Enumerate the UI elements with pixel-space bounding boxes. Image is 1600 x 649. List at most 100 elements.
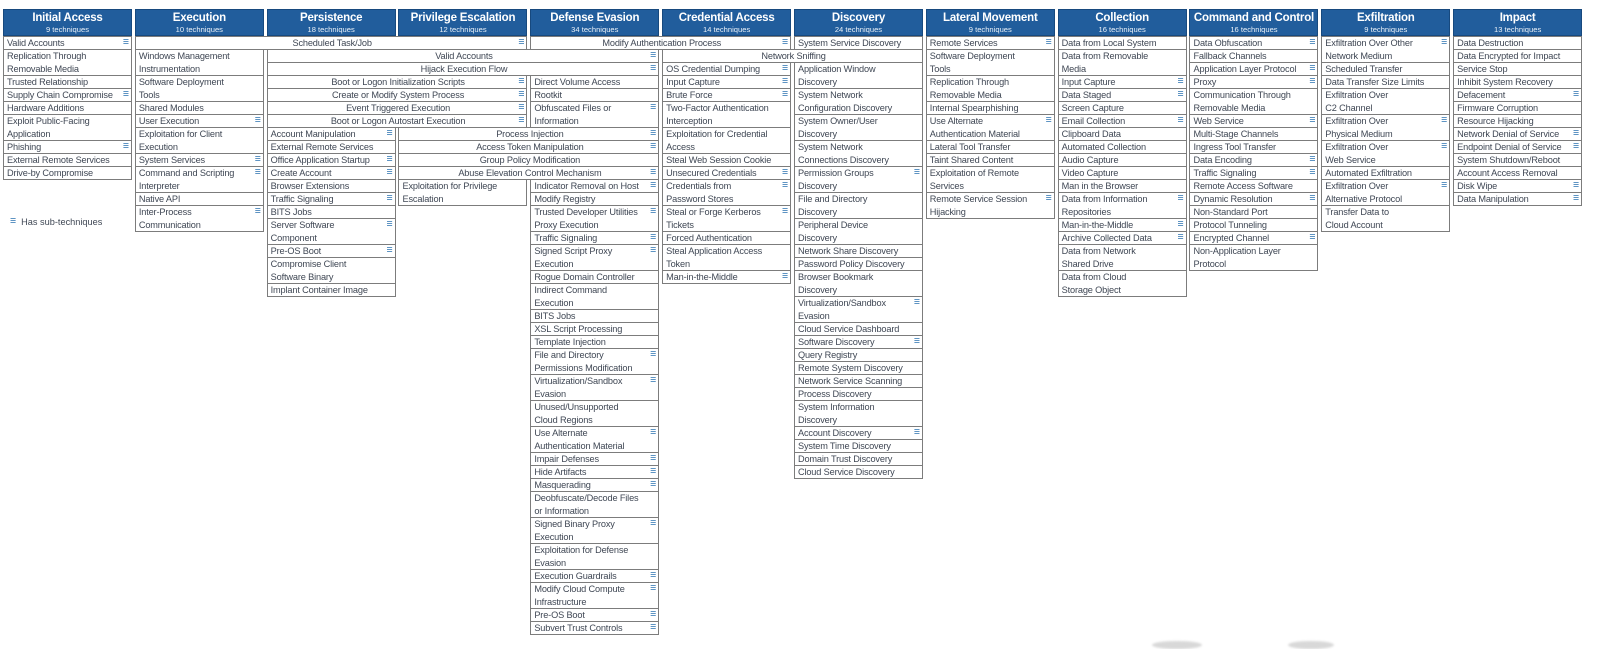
- technique-cell-automated-exfiltration[interactable]: Automated Exfiltration: [1321, 166, 1451, 180]
- technique-cell-network-service-scanning[interactable]: Network Service Scanning: [793, 374, 923, 388]
- technique-cell-impair-defenses[interactable]: Impair Defenses ≡: [530, 452, 660, 466]
- technique-cell-dynamic-resolution[interactable]: Dynamic Resolution ≡: [1189, 192, 1319, 206]
- technique-cell-scheduled-transfer[interactable]: Scheduled Transfer: [1321, 62, 1451, 76]
- technique-cell-signed-script-proxy-execution[interactable]: Signed Script Proxy Execution ≡: [530, 244, 660, 271]
- subtechniques-icon[interactable]: ≡: [1572, 192, 1580, 204]
- technique-cell-exfiltration-over-c2-channel[interactable]: Exfiltration Over C2 Channel: [1321, 88, 1451, 115]
- subtechniques-icon[interactable]: ≡: [1572, 88, 1580, 100]
- subtechniques-icon[interactable]: ≡: [1309, 36, 1316, 48]
- technique-cell-email-collection[interactable]: Email Collection ≡: [1057, 114, 1187, 128]
- technique-cell-supply-chain-compromise[interactable]: Supply Chain Compromise ≡: [3, 88, 132, 102]
- technique-cell-web-service[interactable]: Web Service ≡: [1189, 114, 1319, 128]
- subtechniques-icon[interactable]: ≡: [913, 296, 920, 308]
- technique-cell-file-and-directory-permissions-modification[interactable]: File and Directory Permissions Modificat…: [530, 348, 660, 375]
- technique-cell-lateral-tool-transfer[interactable]: Lateral Tool Transfer: [925, 140, 1055, 154]
- technique-cell-phishing[interactable]: Phishing ≡: [3, 140, 132, 154]
- technique-cell-trusted-developer-utilities-proxy-execution[interactable]: Trusted Developer Utilities Proxy Execut…: [530, 205, 660, 232]
- technique-cell-masquerading[interactable]: Masquerading ≡: [530, 478, 660, 492]
- technique-cell-template-injection[interactable]: Template Injection: [530, 335, 660, 349]
- technique-cell-fallback-channels[interactable]: Fallback Channels: [1189, 49, 1319, 63]
- subtechniques-icon[interactable]: ≡: [1045, 192, 1052, 204]
- subtechniques-icon[interactable]: ≡: [122, 140, 129, 152]
- subtechniques-icon[interactable]: ≡: [782, 75, 789, 87]
- technique-cell-boot-or-logon-autostart-execution[interactable]: Boot or Logon Autostart Execution ≡: [266, 114, 528, 128]
- technique-cell-exploitation-for-credential-access[interactable]: Exploitation for Credential Access: [662, 127, 792, 154]
- subtechniques-icon[interactable]: ≡: [386, 153, 393, 165]
- technique-cell-account-access-removal[interactable]: Account Access Removal: [1453, 166, 1583, 180]
- technique-cell-system-owner-user-discovery[interactable]: System Owner/User Discovery: [793, 114, 923, 141]
- subtechniques-icon[interactable]: ≡: [650, 452, 657, 464]
- technique-cell-signed-binary-proxy-execution[interactable]: Signed Binary Proxy Execution ≡: [530, 517, 660, 544]
- technique-cell-credentials-from-password-stores[interactable]: Credentials from Password Stores ≡: [662, 179, 792, 206]
- technique-cell-resource-hijacking[interactable]: Resource Hijacking: [1453, 114, 1583, 128]
- subtechniques-icon[interactable]: ≡: [650, 608, 657, 620]
- technique-cell-traffic-signaling[interactable]: Traffic Signaling ≡: [266, 192, 396, 206]
- subtechniques-icon[interactable]: ≡: [1441, 179, 1448, 191]
- technique-cell-audio-capture[interactable]: Audio Capture: [1057, 153, 1187, 167]
- subtechniques-icon[interactable]: ≡: [650, 478, 657, 490]
- subtechniques-icon[interactable]: ≡: [650, 426, 657, 438]
- technique-cell-direct-volume-access[interactable]: Direct Volume Access: [530, 75, 660, 89]
- subtechniques-icon[interactable]: ≡: [386, 218, 393, 230]
- subtechniques-icon[interactable]: ≡: [650, 348, 657, 360]
- tactic-header-credential-access[interactable]: Credential Access 14 techniques: [662, 9, 792, 36]
- technique-cell-video-capture[interactable]: Video Capture: [1057, 166, 1187, 180]
- technique-cell-file-and-directory-discovery[interactable]: File and Directory Discovery: [793, 192, 923, 219]
- technique-cell-domain-trust-discovery[interactable]: Domain Trust Discovery: [793, 452, 923, 466]
- technique-cell-unused-unsupported-cloud-regions[interactable]: Unused/Unsupported Cloud Regions: [530, 400, 660, 427]
- subtechniques-icon[interactable]: ≡: [650, 127, 657, 139]
- technique-cell-replication-through-removable-media[interactable]: Replication Through Removable Media: [925, 75, 1055, 102]
- tactic-header-lateral-movement[interactable]: Lateral Movement 9 techniques: [925, 9, 1055, 36]
- technique-cell-taint-shared-content[interactable]: Taint Shared Content: [925, 153, 1055, 167]
- technique-cell-peripheral-device-discovery[interactable]: Peripheral Device Discovery: [793, 218, 923, 245]
- technique-cell-system-information-discovery[interactable]: System Information Discovery: [793, 400, 923, 427]
- technique-cell-inhibit-system-recovery[interactable]: Inhibit System Recovery: [1453, 75, 1583, 89]
- technique-cell-data-from-local-system[interactable]: Data from Local System: [1057, 36, 1187, 50]
- subtechniques-icon[interactable]: ≡: [650, 205, 657, 217]
- tactic-header-defense-evasion[interactable]: Defense Evasion 34 techniques: [530, 9, 660, 36]
- subtechniques-icon[interactable]: ≡: [650, 166, 657, 178]
- subtechniques-icon[interactable]: ≡: [518, 75, 525, 87]
- subtechniques-icon[interactable]: ≡: [650, 179, 657, 191]
- subtechniques-icon[interactable]: ≡: [650, 465, 657, 477]
- technique-cell-execution-guardrails[interactable]: Execution Guardrails ≡: [530, 569, 660, 583]
- technique-cell-account-manipulation[interactable]: Account Manipulation ≡: [266, 127, 396, 141]
- subtechniques-icon[interactable]: ≡: [782, 62, 789, 74]
- technique-cell-archive-collected-data[interactable]: Archive Collected Data ≡: [1057, 231, 1187, 245]
- tactic-header-command-and-control[interactable]: Command and Control 16 techniques: [1189, 9, 1319, 36]
- subtechniques-icon[interactable]: ≡: [913, 166, 920, 178]
- subtechniques-icon[interactable]: ≡: [1572, 140, 1580, 152]
- technique-cell-two-factor-authentication-interception[interactable]: Two-Factor Authentication Interception: [662, 101, 792, 128]
- technique-cell-bits-jobs[interactable]: BITS Jobs: [530, 309, 660, 323]
- technique-cell-system-shutdown-reboot[interactable]: System Shutdown/Reboot: [1453, 153, 1583, 167]
- technique-cell-data-manipulation[interactable]: Data Manipulation ≡: [1453, 192, 1583, 206]
- subtechniques-icon[interactable]: ≡: [650, 621, 657, 633]
- technique-cell-application-window-discovery[interactable]: Application Window Discovery: [793, 62, 923, 89]
- technique-cell-firmware-corruption[interactable]: Firmware Corruption: [1453, 101, 1583, 115]
- subtechniques-icon[interactable]: ≡: [1309, 166, 1316, 178]
- subtechniques-icon[interactable]: ≡: [1309, 153, 1316, 165]
- technique-cell-data-from-removable-media[interactable]: Data from Removable Media: [1057, 49, 1187, 76]
- subtechniques-icon[interactable]: ≡: [650, 231, 657, 243]
- technique-cell-system-service-discovery[interactable]: System Service Discovery: [793, 36, 923, 50]
- technique-cell-network-denial-of-service[interactable]: Network Denial of Service ≡: [1453, 127, 1583, 141]
- subtechniques-icon[interactable]: ≡: [782, 205, 789, 217]
- technique-cell-data-destruction[interactable]: Data Destruction: [1453, 36, 1583, 50]
- subtechniques-icon[interactable]: ≡: [1177, 192, 1184, 204]
- technique-cell-remote-access-software[interactable]: Remote Access Software: [1189, 179, 1319, 193]
- subtechniques-icon[interactable]: ≡: [650, 140, 657, 152]
- subtechniques-icon[interactable]: ≡: [1309, 114, 1316, 126]
- tactic-header-execution[interactable]: Execution 10 techniques: [134, 9, 264, 36]
- technique-cell-remote-service-session-hijacking[interactable]: Remote Service Session Hijacking ≡: [925, 192, 1055, 219]
- technique-cell-system-network-configuration-discovery[interactable]: System Network Configuration Discovery: [793, 88, 923, 115]
- subtechniques-icon[interactable]: ≡: [1572, 127, 1580, 139]
- technique-cell-drive-by-compromise[interactable]: Drive-by Compromise: [3, 166, 132, 180]
- technique-cell-exfiltration-over-physical-medium[interactable]: Exfiltration Over Physical Medium ≡: [1321, 114, 1451, 141]
- tactic-header-persistence[interactable]: Persistence 18 techniques: [266, 9, 396, 36]
- subtechniques-icon[interactable]: ≡: [650, 569, 657, 581]
- technique-cell-boot-or-logon-initialization-scripts[interactable]: Boot or Logon Initialization Scripts ≡: [266, 75, 528, 89]
- tactic-header-discovery[interactable]: Discovery 24 techniques: [793, 9, 923, 36]
- subtechniques-icon[interactable]: ≡: [650, 582, 657, 594]
- subtechniques-icon[interactable]: ≡: [254, 153, 261, 165]
- technique-cell-cloud-service-discovery[interactable]: Cloud Service Discovery: [793, 465, 923, 479]
